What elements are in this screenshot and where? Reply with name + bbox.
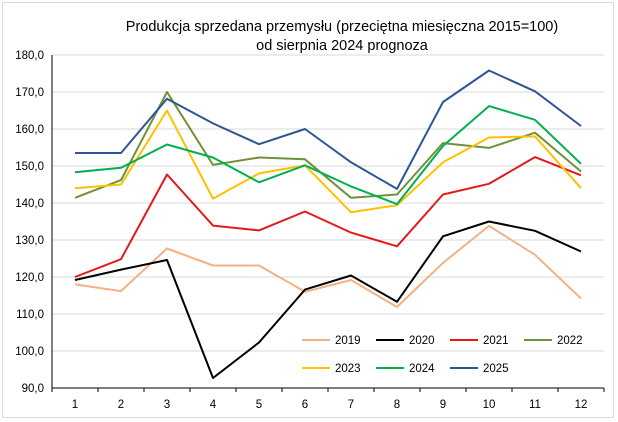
x-tick-label: 3 <box>164 399 170 411</box>
legend: 2019 2020 2021 2022 2023 2024 2025 <box>302 335 583 375</box>
x-tick-label: 12 <box>575 399 588 411</box>
y-tick-label: 120,0 <box>15 272 44 284</box>
y-tick-label: 110,0 <box>16 309 44 321</box>
x-tick-label: 5 <box>256 399 262 411</box>
x-tick-label: 1 <box>72 399 78 411</box>
y-tick-label: 90,0 <box>22 383 44 395</box>
x-tick-label: 4 <box>210 399 217 411</box>
legend-label-2022: 2022 <box>557 335 583 347</box>
x-tick-label: 9 <box>440 399 446 411</box>
y-tick-label: 160,0 <box>15 124 44 136</box>
series-line-2024 <box>74 105 582 206</box>
legend-label-2023: 2023 <box>335 363 361 375</box>
x-tick-label: 10 <box>483 399 496 411</box>
series-line-2025 <box>75 69 582 190</box>
series-line-2019 <box>74 224 582 308</box>
x-tick-label: 7 <box>348 399 354 411</box>
y-tick-label: 180,0 <box>15 50 44 62</box>
chart-frame <box>2 2 614 418</box>
legend-label-2024: 2024 <box>409 363 435 375</box>
x-tick-label: 11 <box>529 399 541 411</box>
y-tick-label: 130,0 <box>15 235 44 247</box>
series-line-2023 <box>74 109 582 214</box>
legend-label-2025: 2025 <box>483 363 509 375</box>
x-tick-label: 6 <box>302 399 308 411</box>
series-line-2020 <box>74 220 582 379</box>
series-line-2021 <box>74 156 582 278</box>
legend-label-2020: 2020 <box>409 335 435 347</box>
legend-label-2021: 2021 <box>483 335 509 347</box>
chart-subtitle: od sierpnia 2024 prognoza <box>256 38 428 54</box>
x-tick-label: 8 <box>394 399 400 411</box>
chart-title: Produkcja sprzedana przemysłu (przeciętn… <box>125 19 559 35</box>
series-lines <box>74 69 582 379</box>
y-tick-label: 170,0 <box>15 87 44 99</box>
y-tick-label: 150,0 <box>15 161 44 173</box>
y-tick-label: 100,0 <box>15 346 44 358</box>
x-tick-label: 2 <box>118 399 124 411</box>
axes: 90,0 100,0 110,0 120,0 130,0 140,0 150,0 160,0 1… <box>15 50 605 411</box>
legend-label-2019: 2019 <box>335 335 361 347</box>
y-tick-label: 140,0 <box>15 198 44 210</box>
